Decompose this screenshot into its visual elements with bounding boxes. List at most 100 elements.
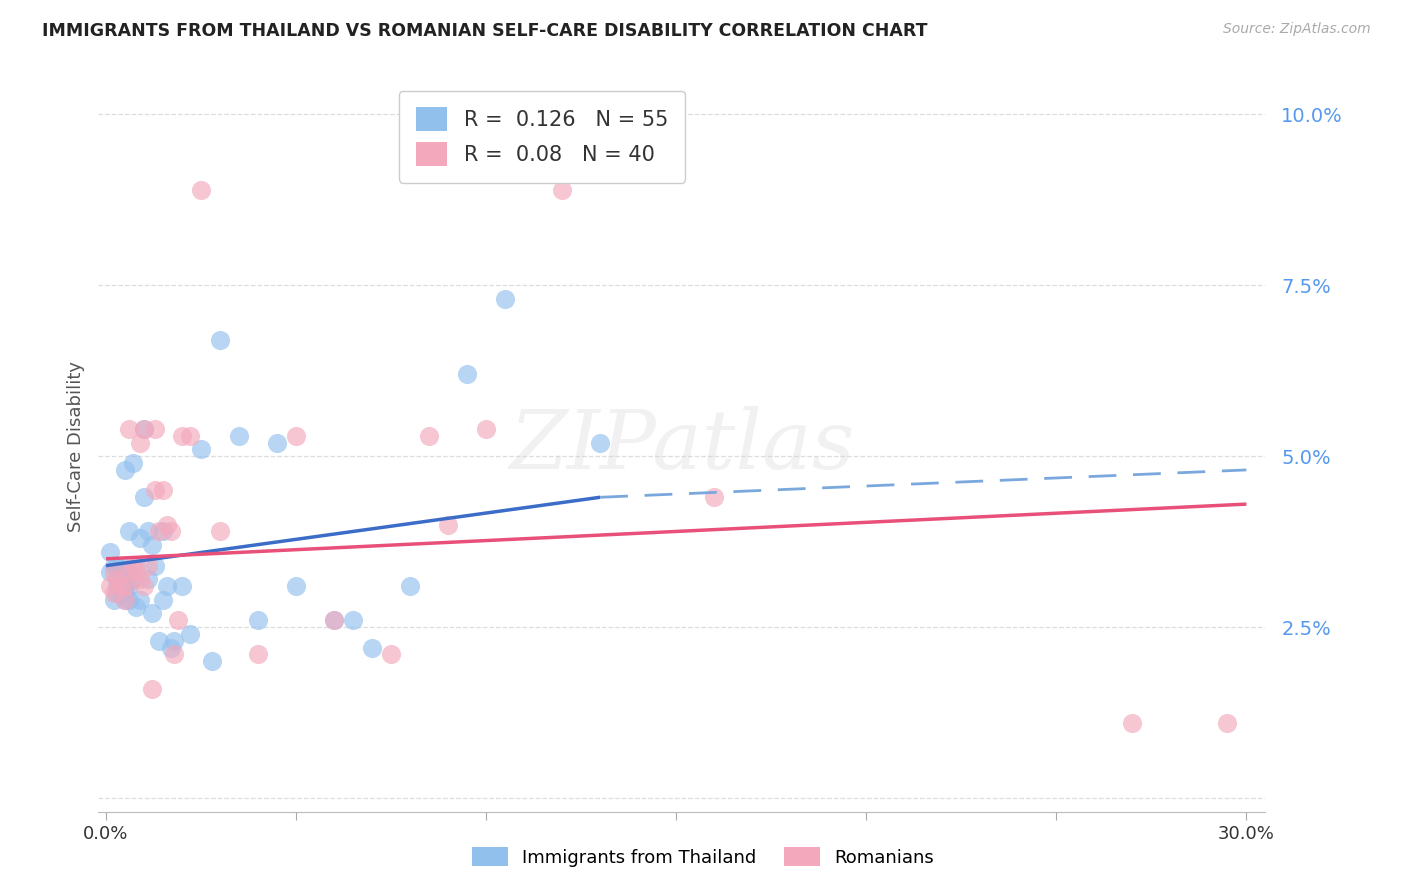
Point (703, 490, 725, 504)
Text: ZIPatlas: ZIPatlas (509, 406, 855, 486)
Point (114, 586, 136, 600)
Point (125, 566, 148, 580)
Point (266, 435, 288, 450)
Text: IMMIGRANTS FROM THAILAND VS ROMANIAN SELF-CARE DISABILITY CORRELATION CHART: IMMIGRANTS FROM THAILAND VS ROMANIAN SEL… (42, 22, 928, 40)
Point (136, 572, 159, 586)
Point (380, 648, 402, 662)
Point (110, 579, 132, 593)
Point (98, 566, 121, 580)
Point (132, 579, 155, 593)
Point (107, 572, 129, 586)
Point (129, 592, 152, 607)
Point (152, 483, 174, 498)
Point (114, 592, 136, 607)
Point (118, 566, 141, 580)
Point (98, 579, 121, 593)
Point (114, 572, 136, 586)
Point (361, 640, 384, 655)
Legend: Immigrants from Thailand, Romanians: Immigrants from Thailand, Romanians (464, 840, 942, 874)
Point (179, 429, 201, 443)
Point (118, 592, 141, 607)
Point (418, 429, 440, 443)
Point (437, 517, 460, 532)
Point (125, 558, 148, 573)
Point (342, 613, 364, 627)
Point (107, 572, 129, 586)
Point (285, 429, 308, 443)
Point (114, 579, 136, 593)
Point (323, 613, 346, 627)
Point (118, 524, 141, 539)
Point (152, 592, 174, 607)
Point (121, 558, 143, 573)
Point (159, 640, 181, 655)
Point (285, 579, 308, 593)
Point (114, 463, 136, 477)
Point (201, 654, 224, 668)
Point (170, 579, 193, 593)
Point (114, 579, 136, 593)
Point (159, 524, 181, 539)
Point (190, 183, 212, 197)
Point (209, 524, 232, 539)
Point (148, 524, 170, 539)
Point (247, 648, 270, 662)
Point (114, 592, 136, 607)
Y-axis label: Self-Care Disability: Self-Care Disability (66, 360, 84, 532)
Point (190, 442, 212, 457)
Point (110, 572, 132, 586)
Point (103, 566, 125, 580)
Point (247, 613, 270, 627)
Point (551, 183, 574, 197)
Point (145, 483, 167, 498)
Point (136, 524, 159, 539)
Point (132, 490, 155, 504)
Point (167, 613, 190, 627)
Point (125, 599, 148, 614)
Point (107, 586, 129, 600)
Point (129, 531, 152, 545)
Point (141, 681, 163, 696)
Point (103, 592, 125, 607)
Legend: R =  0.126   N = 55, R =  0.08   N = 40: R = 0.126 N = 55, R = 0.08 N = 40 (399, 91, 685, 183)
Point (118, 579, 141, 593)
Point (494, 292, 516, 306)
Point (107, 579, 129, 593)
Point (107, 558, 129, 573)
Point (145, 422, 167, 436)
Point (179, 627, 201, 641)
Point (103, 558, 125, 573)
Point (98, 545, 121, 559)
Point (129, 572, 152, 586)
Point (399, 579, 422, 593)
Point (323, 613, 346, 627)
Point (141, 607, 163, 621)
Point (118, 566, 141, 580)
Point (589, 435, 612, 450)
Point (110, 558, 132, 573)
Point (129, 435, 152, 450)
Point (141, 538, 163, 552)
Point (1216, 715, 1239, 730)
Point (456, 368, 478, 382)
Point (110, 586, 132, 600)
Point (156, 517, 179, 532)
Point (145, 558, 167, 573)
Point (163, 633, 186, 648)
Point (170, 429, 193, 443)
Point (152, 524, 174, 539)
Point (132, 422, 155, 436)
Point (209, 333, 232, 347)
Point (163, 648, 186, 662)
Point (118, 422, 141, 436)
Point (136, 558, 159, 573)
Point (148, 633, 170, 648)
Point (132, 422, 155, 436)
Point (156, 579, 179, 593)
Point (121, 572, 143, 586)
Point (228, 429, 250, 443)
Point (1121, 715, 1143, 730)
Point (121, 456, 143, 470)
Point (475, 422, 498, 436)
Text: Source: ZipAtlas.com: Source: ZipAtlas.com (1223, 22, 1371, 37)
